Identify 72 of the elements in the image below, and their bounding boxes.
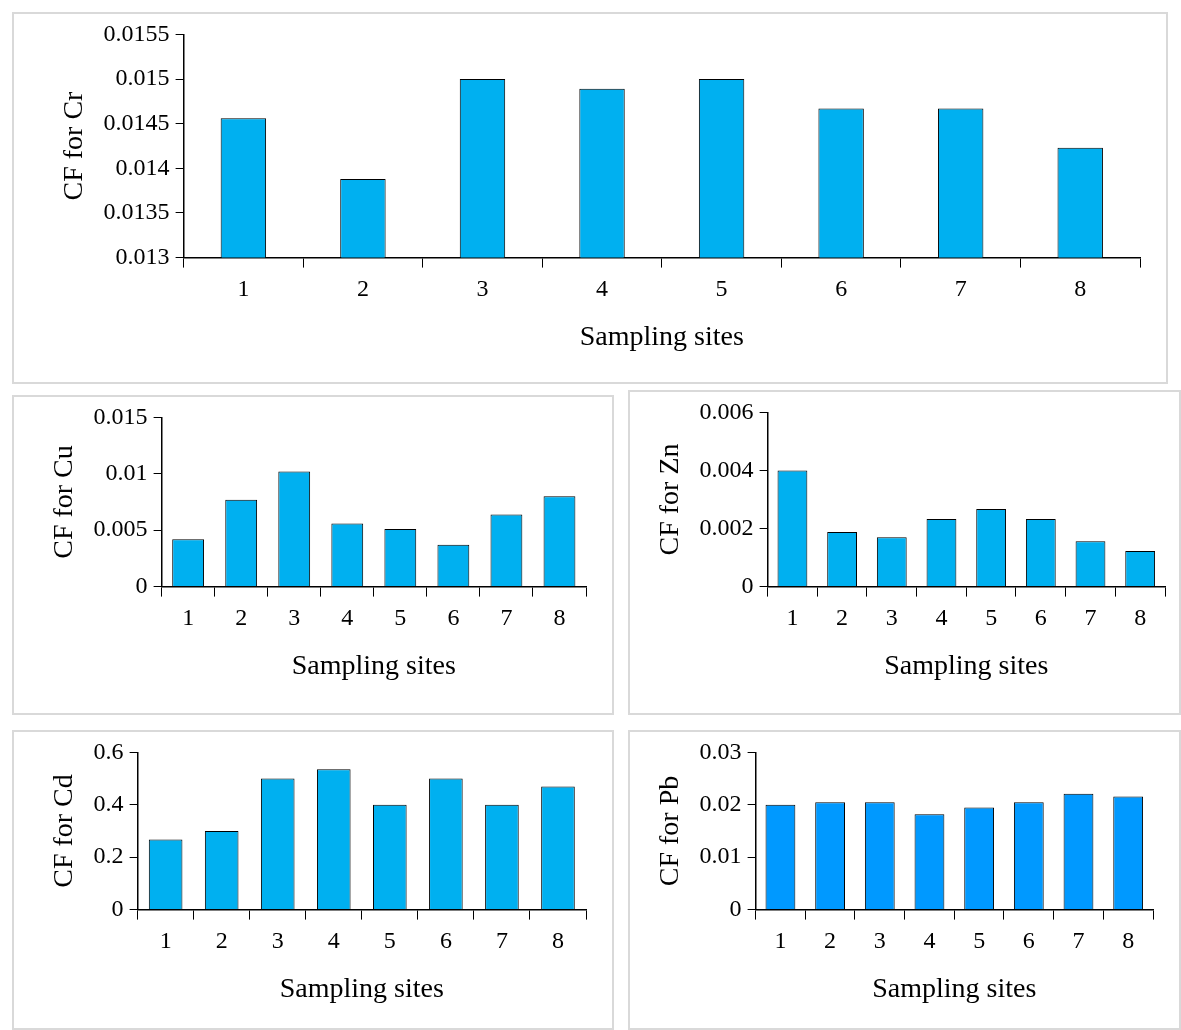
y-tick-label: 0.013 (115, 242, 170, 269)
y-tick-label: 0.2 (93, 842, 124, 869)
x-tick-label: 4 (341, 604, 354, 631)
y-tick-label: 0.015 (93, 402, 148, 429)
y-tick-label: 0 (135, 571, 148, 598)
x-axis-title: Sampling sites (884, 648, 1049, 680)
x-tick-label: 8 (1122, 927, 1135, 954)
x-tick-label: 3 (885, 604, 898, 631)
x-tick-label: 6 (439, 927, 452, 954)
y-tick-label: 0.005 (93, 515, 148, 542)
x-tick-label: 7 (1072, 927, 1085, 954)
y-tick-label: 0.03 (699, 737, 742, 764)
x-axis-title: Sampling sites (291, 648, 456, 680)
x-tick-label: 5 (383, 927, 396, 954)
x-tick-label: 3 (873, 927, 886, 954)
x-tick-label: 4 (923, 927, 936, 954)
x-tick-label: 7 (500, 604, 513, 631)
y-tick-label: 0.01 (105, 459, 148, 486)
x-tick-label: 3 (476, 275, 489, 302)
y-tick-label: 0.006 (699, 397, 754, 424)
y-tick-label: 0 (741, 571, 754, 598)
x-tick-label: 4 (596, 275, 609, 302)
y-tick-label: 0.0135 (103, 198, 170, 225)
y-tick-label: 0 (729, 894, 742, 921)
y-tick-label: 0.6 (93, 737, 124, 764)
x-tick-label: 2 (215, 927, 228, 954)
x-tick-label: 8 (553, 604, 566, 631)
y-tick-label: 0.004 (699, 455, 754, 482)
x-tick-label: 2 (235, 604, 248, 631)
y-axis-title: CF for Cr (57, 90, 89, 201)
x-tick-label: 6 (1034, 604, 1047, 631)
x-tick-label: 4 (935, 604, 948, 631)
x-tick-label: 3 (288, 604, 301, 631)
x-axis-title: Sampling sites (579, 319, 744, 351)
x-tick-label: 1 (786, 604, 799, 631)
x-tick-label: 1 (159, 927, 172, 954)
x-tick-label: 6 (1022, 927, 1035, 954)
x-tick-label: 3 (271, 927, 284, 954)
y-axis-title: CF for Cu (47, 445, 79, 559)
x-axis-title: Sampling sites (872, 971, 1037, 1003)
y-tick-label: 0.0155 (103, 19, 170, 46)
x-tick-label: 8 (1134, 604, 1147, 631)
x-tick-label: 6 (835, 275, 848, 302)
y-tick-label: 0.4 (93, 790, 124, 817)
x-tick-label: 5 (973, 927, 986, 954)
y-tick-label: 0.002 (699, 513, 754, 540)
y-tick-label: 0.02 (699, 790, 742, 817)
y-tick-label: 0.01 (699, 842, 742, 869)
x-tick-label: 7 (954, 275, 967, 302)
y-tick-label: 0 (111, 894, 124, 921)
x-tick-label: 1 (237, 275, 250, 302)
x-tick-label: 2 (356, 275, 369, 302)
x-tick-label: 4 (327, 927, 340, 954)
x-tick-label: 7 (1084, 604, 1097, 631)
x-tick-label: 5 (985, 604, 998, 631)
y-tick-label: 0.015 (115, 64, 170, 91)
x-tick-label: 2 (836, 604, 849, 631)
x-tick-label: 5 (715, 275, 728, 302)
x-tick-label: 7 (495, 927, 508, 954)
x-tick-label: 1 (774, 927, 787, 954)
y-axis-title: CF for Pb (653, 775, 685, 887)
x-tick-label: 8 (551, 927, 564, 954)
x-tick-label: 1 (182, 604, 195, 631)
y-tick-label: 0.0145 (103, 108, 170, 135)
x-axis-title: Sampling sites (279, 971, 444, 1003)
x-tick-label: 2 (824, 927, 837, 954)
y-axis-title: CF for Zn (653, 443, 685, 556)
y-tick-label: 0.014 (115, 153, 170, 180)
x-tick-label: 5 (394, 604, 407, 631)
x-tick-label: 6 (447, 604, 460, 631)
x-tick-label: 8 (1074, 275, 1087, 302)
y-axis-title: CF for Cd (47, 774, 79, 888)
